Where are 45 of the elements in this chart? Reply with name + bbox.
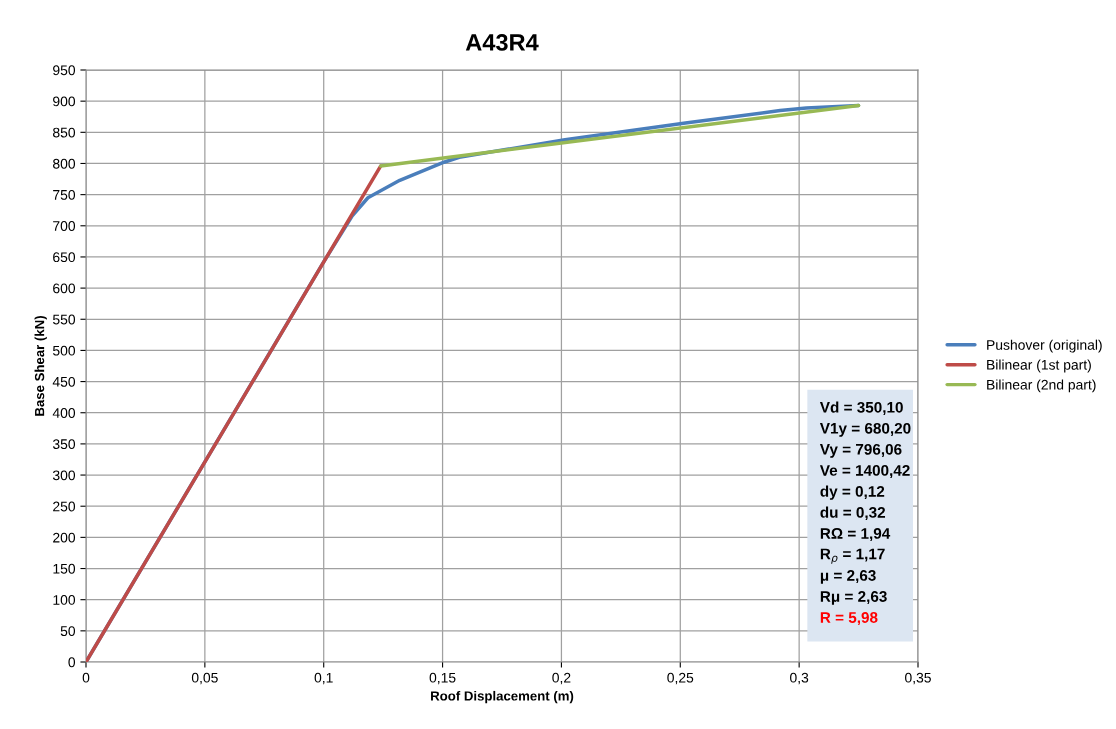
annotation: Vy = 796,06 bbox=[819, 443, 902, 458]
y-tick-label: 850 bbox=[53, 127, 76, 138]
x-axis-title: Roof Displacement (m) bbox=[431, 690, 574, 704]
legend-label: Pushover (original) bbox=[987, 339, 1102, 353]
y-axis-title: Base Shear (kN) bbox=[34, 316, 47, 416]
legend-label: Bilinear (2nd part) bbox=[987, 379, 1096, 393]
annotation: R$_{ρ}$ = 1,17 bbox=[820, 548, 885, 564]
y-tick-label: 150 bbox=[53, 563, 76, 574]
y-tick-label: 800 bbox=[53, 158, 76, 169]
x-tick-label: 0,3 bbox=[790, 672, 809, 685]
y-tick-label: 900 bbox=[53, 96, 76, 107]
annotation: Vd = 350,10 bbox=[819, 401, 903, 415]
x-tick-label: 0,25 bbox=[667, 672, 694, 685]
y-tick-label: 750 bbox=[53, 189, 76, 200]
chart-title: A43R4 bbox=[465, 34, 539, 51]
y-tick-label: 500 bbox=[52, 345, 76, 356]
y-tick-label: 650 bbox=[53, 252, 76, 263]
annotation: dy = 0,12 bbox=[820, 485, 885, 500]
legend-label: Bilinear (1st part) bbox=[987, 359, 1091, 373]
annotation: Rμ = 2,63 bbox=[820, 591, 887, 605]
annotation: RΩ = 1,94 bbox=[820, 528, 891, 542]
x-tick-label: 0,2 bbox=[552, 672, 571, 685]
annotation: R = 5,98 bbox=[820, 612, 878, 626]
x-tick-label: 0,1 bbox=[314, 672, 333, 685]
y-tick-label: 250 bbox=[53, 501, 76, 512]
y-tick-label: 600 bbox=[53, 283, 76, 294]
y-tick-label: 300 bbox=[52, 470, 76, 481]
x-tick-label: 0,05 bbox=[191, 672, 218, 685]
x-tick-label: 0,15 bbox=[429, 672, 456, 685]
y-tick-label: 450 bbox=[52, 376, 76, 387]
annotation: V1y = 680,20 bbox=[819, 422, 911, 437]
y-tick-label: 400 bbox=[52, 408, 76, 418]
y-tick-label: 200 bbox=[53, 532, 76, 543]
y-tick-label: 0 bbox=[68, 657, 76, 668]
annotation: μ = 2,63 bbox=[820, 570, 876, 584]
y-tick-label: 950 bbox=[53, 65, 76, 76]
annotation: du = 0,32 bbox=[820, 506, 886, 521]
x-tick-label: 0 bbox=[82, 672, 90, 683]
y-tick-label: 550 bbox=[52, 314, 76, 325]
y-tick-label: 350 bbox=[52, 439, 76, 450]
y-tick-label: 700 bbox=[53, 221, 76, 231]
y-tick-label: 100 bbox=[53, 595, 76, 605]
x-tick-label: 0,35 bbox=[905, 672, 931, 685]
annotation: Ve = 1400,42 bbox=[819, 464, 910, 479]
y-tick-label: 50 bbox=[60, 626, 76, 637]
